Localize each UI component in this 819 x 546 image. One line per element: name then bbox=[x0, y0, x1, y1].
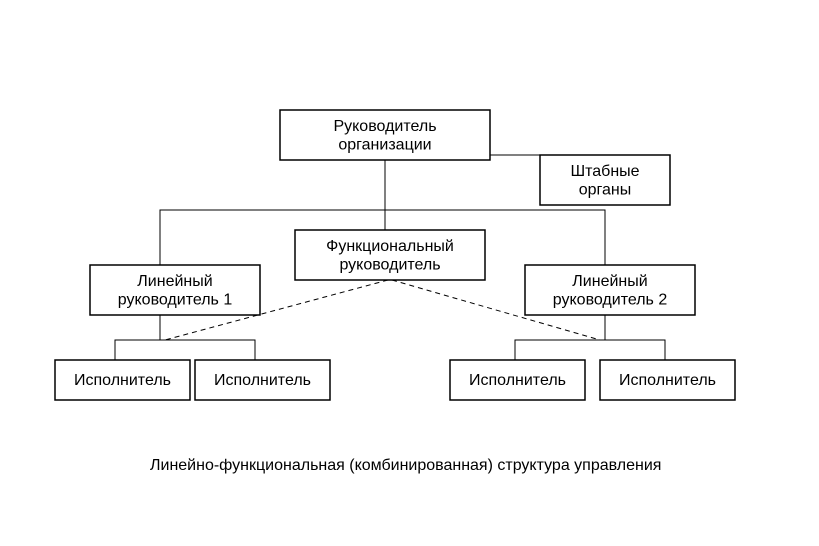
node-staff: Штабныеорганы bbox=[540, 155, 670, 205]
node-label: Исполнитель bbox=[214, 372, 311, 389]
node-label: руководитель bbox=[339, 256, 440, 273]
edge bbox=[115, 340, 160, 360]
node-label: Исполнитель bbox=[619, 372, 716, 389]
node-func: Функциональныйруководитель bbox=[295, 230, 485, 280]
node-line2: Линейныйруководитель 2 bbox=[525, 265, 695, 315]
node-exec3: Исполнитель bbox=[450, 360, 585, 400]
org-structure-diagram: Руководительорганизации Штабныеорганы Функ… bbox=[0, 0, 819, 546]
node-label: органы bbox=[579, 181, 632, 198]
edge bbox=[515, 340, 605, 360]
node-label: Штабные bbox=[570, 163, 639, 180]
edge bbox=[605, 340, 665, 360]
node-label: руководитель 1 bbox=[118, 291, 233, 308]
node-exec2: Исполнитель bbox=[195, 360, 330, 400]
node-label: Линейный bbox=[572, 273, 647, 290]
edge bbox=[160, 340, 255, 360]
node-label: организации bbox=[338, 136, 431, 153]
node-exec1: Исполнитель bbox=[55, 360, 190, 400]
diagram-caption: Линейно-функциональная (комбинированная)… bbox=[150, 457, 661, 474]
node-label: Исполнитель bbox=[74, 372, 171, 389]
node-label: Линейный bbox=[137, 273, 212, 290]
node-label: Исполнитель bbox=[469, 372, 566, 389]
node-exec4: Исполнитель bbox=[600, 360, 735, 400]
node-line1: Линейныйруководитель 1 bbox=[90, 265, 260, 315]
node-label: руководитель 2 bbox=[553, 291, 668, 308]
node-label: Руководитель bbox=[333, 118, 436, 135]
node-head: Руководительорганизации bbox=[280, 110, 490, 160]
node-label: Функциональный bbox=[326, 238, 454, 255]
